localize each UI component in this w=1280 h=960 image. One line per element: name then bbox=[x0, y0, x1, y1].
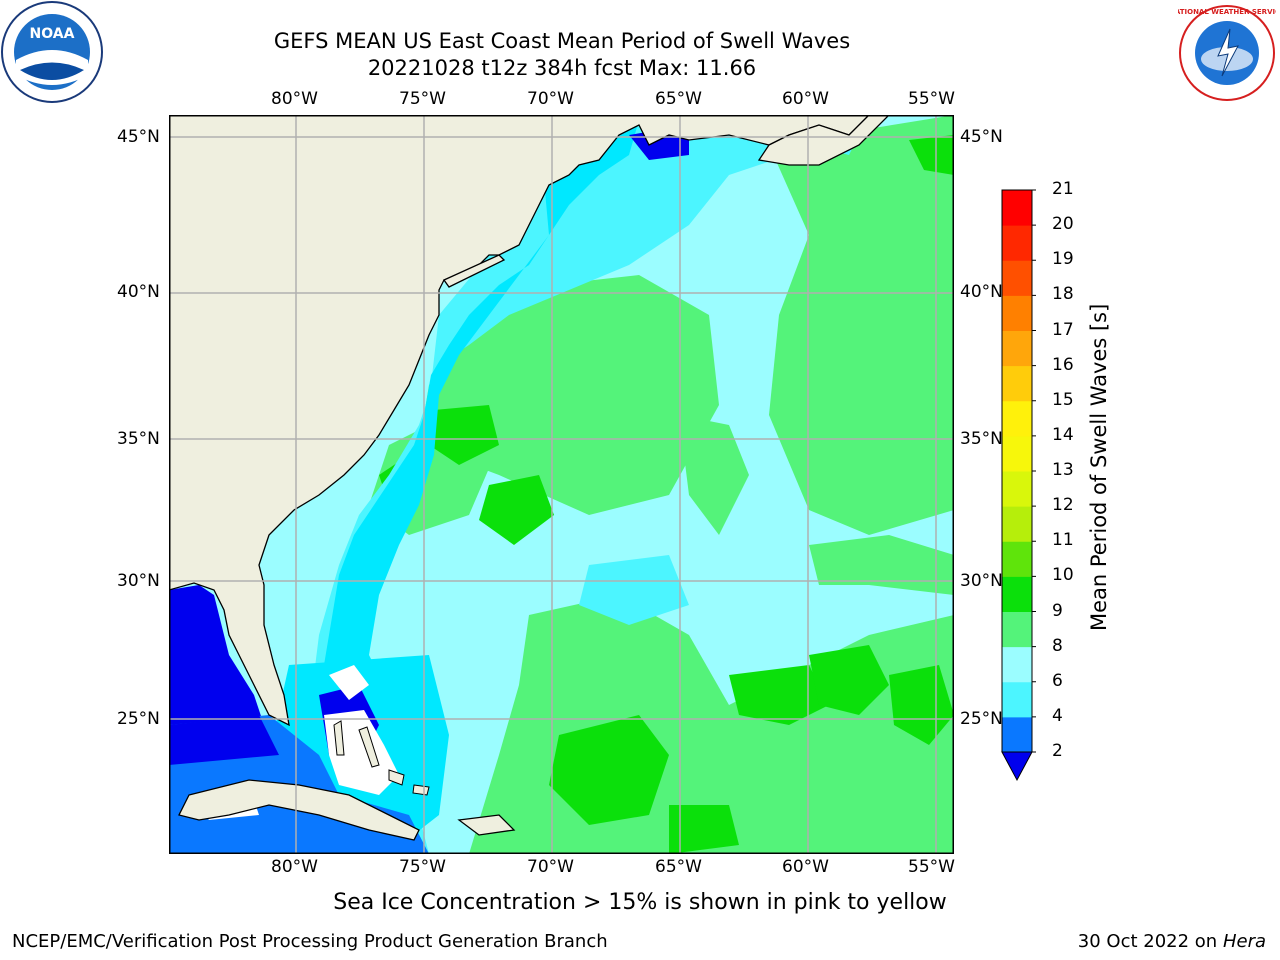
colorbar-tick-label: 8 bbox=[1052, 635, 1063, 656]
colorbar-bin bbox=[1002, 471, 1032, 507]
machine-name: Hera bbox=[1222, 931, 1266, 952]
colorbar-bin bbox=[1002, 330, 1032, 367]
colorbar-tick-label: 2 bbox=[1052, 741, 1063, 761]
map-panel bbox=[168, 114, 954, 854]
colorbar-bin bbox=[1002, 646, 1032, 683]
lon-label-bottom: 70°W bbox=[527, 857, 574, 877]
land bbox=[168, 114, 891, 841]
lon-label-top: 75°W bbox=[399, 89, 446, 109]
sea-ice-caption: Sea Ice Concentration > 15% is shown in … bbox=[333, 890, 947, 915]
colorbar-tick-label: 4 bbox=[1052, 705, 1063, 726]
colorbar-svg bbox=[1001, 189, 1036, 782]
lon-label-top: 55°W bbox=[908, 89, 955, 109]
graticule bbox=[169, 115, 954, 854]
colorbar-bin bbox=[1002, 400, 1032, 437]
lat-label-left: 40°N bbox=[117, 282, 160, 302]
lat-label-left: 25°N bbox=[117, 709, 160, 729]
noaa-logo: NOAA bbox=[0, 0, 104, 104]
colorbar-bin bbox=[1002, 260, 1032, 296]
lat-label-right: 45°N bbox=[960, 127, 1003, 147]
colorbar-bin bbox=[1002, 225, 1032, 261]
colorbar-bin bbox=[1002, 365, 1032, 402]
colorbar-bin bbox=[1002, 506, 1032, 542]
colorbar-label: Mean Period of Swell Waves [s] bbox=[1087, 303, 1111, 631]
lon-label-top: 80°W bbox=[271, 89, 318, 109]
colorbar-tick-label: 10 bbox=[1052, 565, 1074, 586]
colorbar-bin bbox=[1002, 295, 1032, 331]
colorbar-tick-label: 19 bbox=[1052, 249, 1074, 270]
lat-label-left: 35°N bbox=[117, 429, 160, 449]
colorbar-tick-label: 11 bbox=[1052, 530, 1074, 551]
noaa-logo-text: NOAA bbox=[30, 26, 75, 42]
colorbar-bin bbox=[1002, 541, 1032, 577]
colorbar-tick-label: 13 bbox=[1052, 460, 1074, 480]
colorbar-bin bbox=[1002, 435, 1032, 472]
colorbar-tick-label: 16 bbox=[1052, 354, 1074, 375]
chart-title: GEFS MEAN US East Coast Mean Period of S… bbox=[273, 29, 851, 53]
lat-label-right: 30°N bbox=[960, 571, 1003, 591]
colorbar-tick-label: 6 bbox=[1052, 670, 1063, 691]
lat-label-right: 35°N bbox=[960, 429, 1003, 449]
lon-label-top: 65°W bbox=[655, 89, 702, 109]
lat-label-left: 45°N bbox=[117, 127, 160, 147]
colorbar-bin bbox=[1002, 611, 1032, 648]
bahamas-islands bbox=[333, 720, 430, 796]
colorbar-bin bbox=[1002, 190, 1032, 226]
colorbar-tick-label: 15 bbox=[1052, 389, 1074, 410]
colorbar-tick-label: 21 bbox=[1052, 179, 1074, 199]
lon-label-bottom: 65°W bbox=[655, 857, 702, 877]
map-svg bbox=[168, 114, 954, 854]
lon-label-bottom: 55°W bbox=[908, 857, 955, 877]
lat-label-right: 25°N bbox=[960, 709, 1003, 729]
nws-logo-text: NATIONAL WEATHER SERVICE bbox=[1178, 8, 1276, 16]
map-frame bbox=[169, 115, 954, 854]
nws-logo: NATIONAL WEATHER SERVICE bbox=[1169, 4, 1280, 102]
lat-label-left: 30°N bbox=[117, 571, 160, 591]
chart-subtitle: 20221028 t12z 384h fcst Max: 11.66 bbox=[367, 56, 757, 80]
colorbar-tick-label: 17 bbox=[1052, 319, 1074, 340]
colorbar-tick-label: 18 bbox=[1052, 284, 1074, 305]
lon-label-bottom: 80°W bbox=[271, 857, 318, 877]
lat-label-right: 40°N bbox=[960, 282, 1003, 302]
lon-label-top: 60°W bbox=[782, 89, 829, 109]
swell-10-11-regions bbox=[379, 135, 954, 854]
lon-label-bottom: 60°W bbox=[782, 857, 829, 877]
colorbar-tick-label: 12 bbox=[1052, 495, 1074, 516]
colorbar-tick-label: 20 bbox=[1052, 214, 1074, 235]
lon-label-top: 70°W bbox=[527, 89, 574, 109]
lon-label-bottom: 75°W bbox=[399, 857, 446, 877]
colorbar-bin bbox=[1002, 716, 1032, 753]
colorbar-bin bbox=[1002, 576, 1032, 612]
generated-date: 30 Oct 2022 on Hera bbox=[1078, 931, 1266, 952]
colorbar-bin bbox=[1002, 681, 1032, 718]
colorbar bbox=[1000, 186, 1036, 786]
colorbar-extend bbox=[1001, 751, 1033, 782]
colorbar-tick-label: 9 bbox=[1052, 600, 1063, 621]
generated-date-text: 30 Oct 2022 on bbox=[1077, 931, 1223, 952]
credit-text: NCEP/EMC/Verification Post Processing Pr… bbox=[12, 931, 608, 952]
colorbar-tick-label: 14 bbox=[1052, 424, 1074, 445]
